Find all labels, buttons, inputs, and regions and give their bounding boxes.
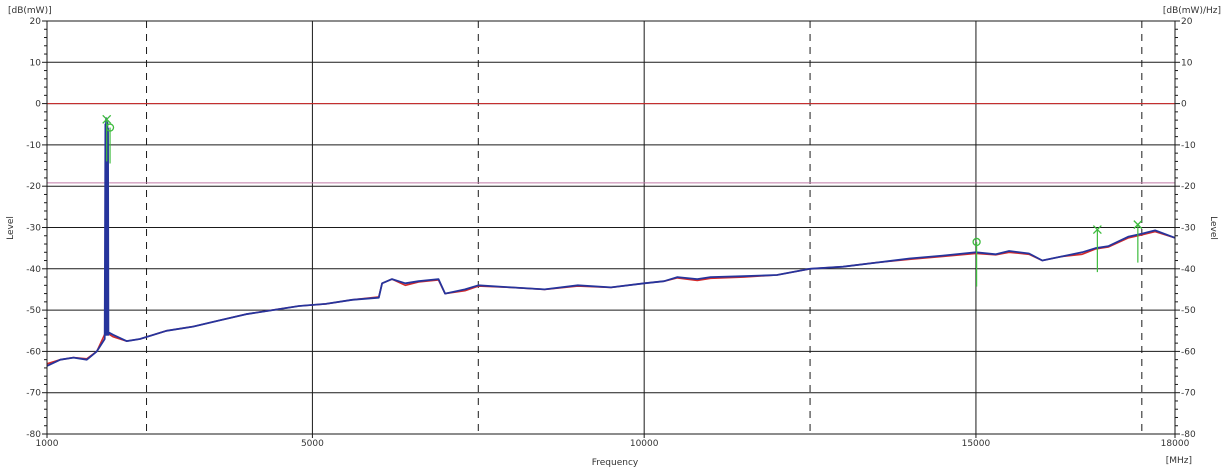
- y-tick-label-left: -10: [26, 141, 41, 151]
- y-tick-label-left: 20: [30, 17, 42, 27]
- trace-line-2: [46, 117, 1176, 367]
- x-tick-label: 10000: [630, 439, 659, 449]
- y-tick-label-left: -70: [26, 389, 41, 399]
- y-tick-label-right: -20: [1181, 182, 1196, 192]
- search-marker-circle: [105, 123, 115, 132]
- y-tick-label-left: -80: [26, 430, 41, 440]
- y-tick-label-left: -60: [26, 347, 41, 357]
- y-tick-label-right: 10: [1181, 58, 1193, 68]
- x-tick-label: 5000: [301, 439, 324, 449]
- y-unit-left-label: [dB(mW)]: [8, 6, 52, 16]
- y-unit-right-label: [dB(mW)/Hz]: [1163, 6, 1221, 16]
- y-axis-title-right: Level: [1208, 216, 1218, 240]
- peak-marker-x: [1092, 225, 1102, 235]
- y-tick-label-right: -70: [1181, 389, 1196, 399]
- x-tick-label: 18000: [1161, 439, 1190, 449]
- x-tick-label: 15000: [962, 439, 991, 449]
- spectrum-traces: [46, 117, 1176, 367]
- y-tick-label-left: -50: [26, 306, 41, 316]
- y-tick-label-right: -10: [1181, 141, 1196, 151]
- x-axis-title: Frequency: [592, 458, 639, 468]
- gridlines: [47, 21, 1175, 434]
- search-marker-circle: [972, 237, 981, 247]
- trace-markers: [102, 114, 1143, 287]
- x-unit-label: [MHz]: [1166, 456, 1192, 466]
- y-tick-label-left: 10: [30, 58, 42, 68]
- y-tick-label-left: 0: [35, 100, 41, 110]
- y-tick-label-right: -50: [1181, 306, 1196, 316]
- y-tick-label-right: 0: [1181, 100, 1187, 110]
- x-tick-label: 1000: [36, 439, 59, 449]
- y-tick-label-left: -40: [26, 265, 41, 275]
- y-tick-label-right: -60: [1181, 347, 1196, 357]
- reference-lines: [47, 103, 1175, 184]
- peak-marker-x: [1133, 220, 1143, 230]
- y-tick-label-right: -40: [1181, 265, 1196, 275]
- y-tick-label-left: -30: [26, 224, 41, 234]
- y-tick-label-left: -20: [26, 182, 41, 192]
- y-tick-label-right: -80: [1181, 430, 1196, 440]
- y-tick-label-right: 20: [1181, 17, 1193, 27]
- y-tick-label-right: -30: [1181, 224, 1196, 234]
- peak-marker-x: [102, 114, 112, 124]
- y-axis-title-left: Level: [6, 216, 16, 240]
